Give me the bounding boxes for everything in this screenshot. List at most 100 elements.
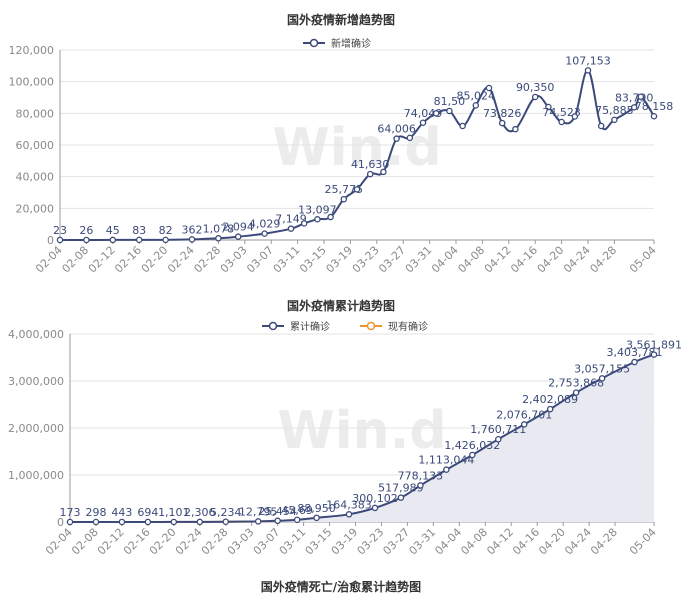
y-tick-label: 3,000,000 bbox=[8, 375, 64, 388]
x-tick-label: 04-20 bbox=[536, 526, 568, 558]
data-point bbox=[274, 517, 281, 525]
data-label: 2,076,701 bbox=[496, 408, 552, 421]
data-point bbox=[56, 236, 64, 244]
data-label: 64,006 bbox=[377, 123, 416, 136]
data-label: 443 bbox=[111, 506, 132, 519]
x-tick-label: 03-23 bbox=[355, 526, 387, 558]
new-cases-chart: Win.d 0 20,000 40,000 60,000 80,000 100,000 120… bbox=[9, 37, 674, 275]
y-tick-label: 0 bbox=[57, 516, 64, 529]
chart-2-title: 国外疫情累计趋势图 bbox=[286, 299, 395, 313]
x-tick-label: 02-28 bbox=[199, 526, 231, 558]
data-label: 7,149 bbox=[275, 213, 307, 226]
data-point bbox=[66, 518, 74, 526]
x-tick-label: 04-20 bbox=[535, 244, 567, 275]
x-tick-label: 03-03 bbox=[218, 244, 250, 275]
y-tick-label: 60,000 bbox=[16, 139, 55, 152]
x-tick-label: 03-03 bbox=[225, 526, 257, 558]
x-tick-label: 02-12 bbox=[86, 244, 118, 275]
y-tick-label: 4,000,000 bbox=[8, 328, 64, 341]
x-tick-label: 04-04 bbox=[429, 244, 461, 275]
x-tick-label: 02-20 bbox=[147, 526, 179, 558]
x-tick-label: 03-31 bbox=[403, 244, 435, 275]
data-label: 2,753,868 bbox=[548, 377, 604, 390]
data-label: 74,523 bbox=[542, 106, 581, 119]
y-tick-label: 0 bbox=[47, 234, 54, 247]
data-point bbox=[520, 421, 528, 428]
y-tick-label: 40,000 bbox=[16, 171, 55, 184]
data-label: 25,454 bbox=[258, 505, 297, 518]
data-point bbox=[353, 186, 361, 193]
data-point bbox=[598, 375, 606, 382]
x-tick-label: 04-08 bbox=[458, 526, 490, 558]
data-point bbox=[215, 235, 222, 242]
data-label: 107,153 bbox=[565, 54, 611, 67]
data-point bbox=[393, 135, 400, 142]
y-tick-label: 2,000,000 bbox=[8, 422, 64, 435]
data-label: 5,234 bbox=[210, 506, 242, 519]
data-point bbox=[637, 93, 645, 100]
data-label: 3,561,891 bbox=[626, 339, 682, 352]
legend: 累计确诊 现有确诊 bbox=[262, 320, 428, 333]
data-point bbox=[406, 134, 414, 142]
data-label: 4,029 bbox=[249, 218, 281, 231]
data-point bbox=[254, 518, 262, 525]
data-point bbox=[327, 213, 334, 221]
data-point bbox=[313, 514, 320, 522]
x-tick-label: 03-23 bbox=[350, 244, 382, 275]
x-tick-label: 05-04 bbox=[627, 526, 659, 558]
data-point bbox=[345, 511, 353, 518]
x-tick-label: 05-04 bbox=[627, 244, 659, 275]
x-tick-label: 02-28 bbox=[191, 244, 223, 275]
y-tick-label: 1,000,000 bbox=[8, 469, 64, 482]
legend-marker bbox=[268, 321, 278, 331]
data-point bbox=[380, 168, 387, 176]
data-point bbox=[371, 504, 379, 512]
x-tick-label: 03-11 bbox=[277, 526, 309, 558]
data-label: 300,102 bbox=[352, 492, 398, 505]
data-label: 85,024 bbox=[457, 89, 496, 102]
data-point bbox=[432, 110, 440, 117]
x-tick-label: 02-24 bbox=[165, 244, 197, 275]
data-point bbox=[340, 195, 348, 203]
x-tick-label: 04-28 bbox=[588, 526, 620, 558]
data-point bbox=[261, 230, 268, 237]
data-label: 1,760,711 bbox=[470, 423, 526, 436]
data-point bbox=[118, 518, 126, 526]
x-tick-label: 02-24 bbox=[173, 526, 205, 558]
data-label: 45,69 bbox=[281, 504, 313, 517]
data-point bbox=[222, 518, 229, 526]
x-tick-label: 03-15 bbox=[297, 244, 329, 275]
data-point bbox=[558, 118, 565, 126]
data-label: 41,630 bbox=[351, 158, 390, 171]
data-label: 90,350 bbox=[516, 81, 555, 94]
x-tick-label: 03-07 bbox=[244, 244, 276, 275]
y-tick-label: 120,000 bbox=[9, 44, 55, 57]
data-label: 3,403,781 bbox=[607, 346, 663, 359]
x-tick-label: 02-16 bbox=[112, 244, 144, 275]
data-point bbox=[135, 236, 143, 244]
x-tick-label: 02-04 bbox=[33, 244, 65, 275]
cumulative-cases-chart: Win.d 0 1,000,000 2,000,000 3,000,000 4,000,0… bbox=[8, 320, 682, 558]
data-point bbox=[469, 451, 476, 459]
data-label: 2,402,089 bbox=[522, 393, 578, 406]
data-label: 83,790 bbox=[615, 91, 654, 104]
data-label: 26 bbox=[79, 224, 93, 237]
watermark: Win.d bbox=[272, 118, 441, 178]
data-point bbox=[366, 170, 374, 178]
data-point bbox=[188, 236, 196, 243]
data-point bbox=[495, 435, 502, 443]
data-point bbox=[419, 119, 427, 127]
data-point bbox=[234, 233, 242, 240]
x-tick-label: 04-24 bbox=[561, 244, 593, 275]
data-point bbox=[584, 67, 592, 74]
x-tick-label: 02-16 bbox=[121, 526, 153, 558]
x-tick-label: 03-27 bbox=[376, 244, 408, 275]
y-tick-label: 100,000 bbox=[9, 76, 55, 89]
x-tick-label: 04-12 bbox=[482, 244, 514, 275]
data-label: 74,049 bbox=[404, 107, 443, 120]
data-label: 75,885 bbox=[595, 104, 634, 117]
data-label: 1,113,044 bbox=[418, 454, 474, 467]
x-tick-label: 02-08 bbox=[69, 526, 101, 558]
data-label: 694 bbox=[137, 506, 158, 519]
x-tick-label: 04-08 bbox=[455, 244, 487, 275]
